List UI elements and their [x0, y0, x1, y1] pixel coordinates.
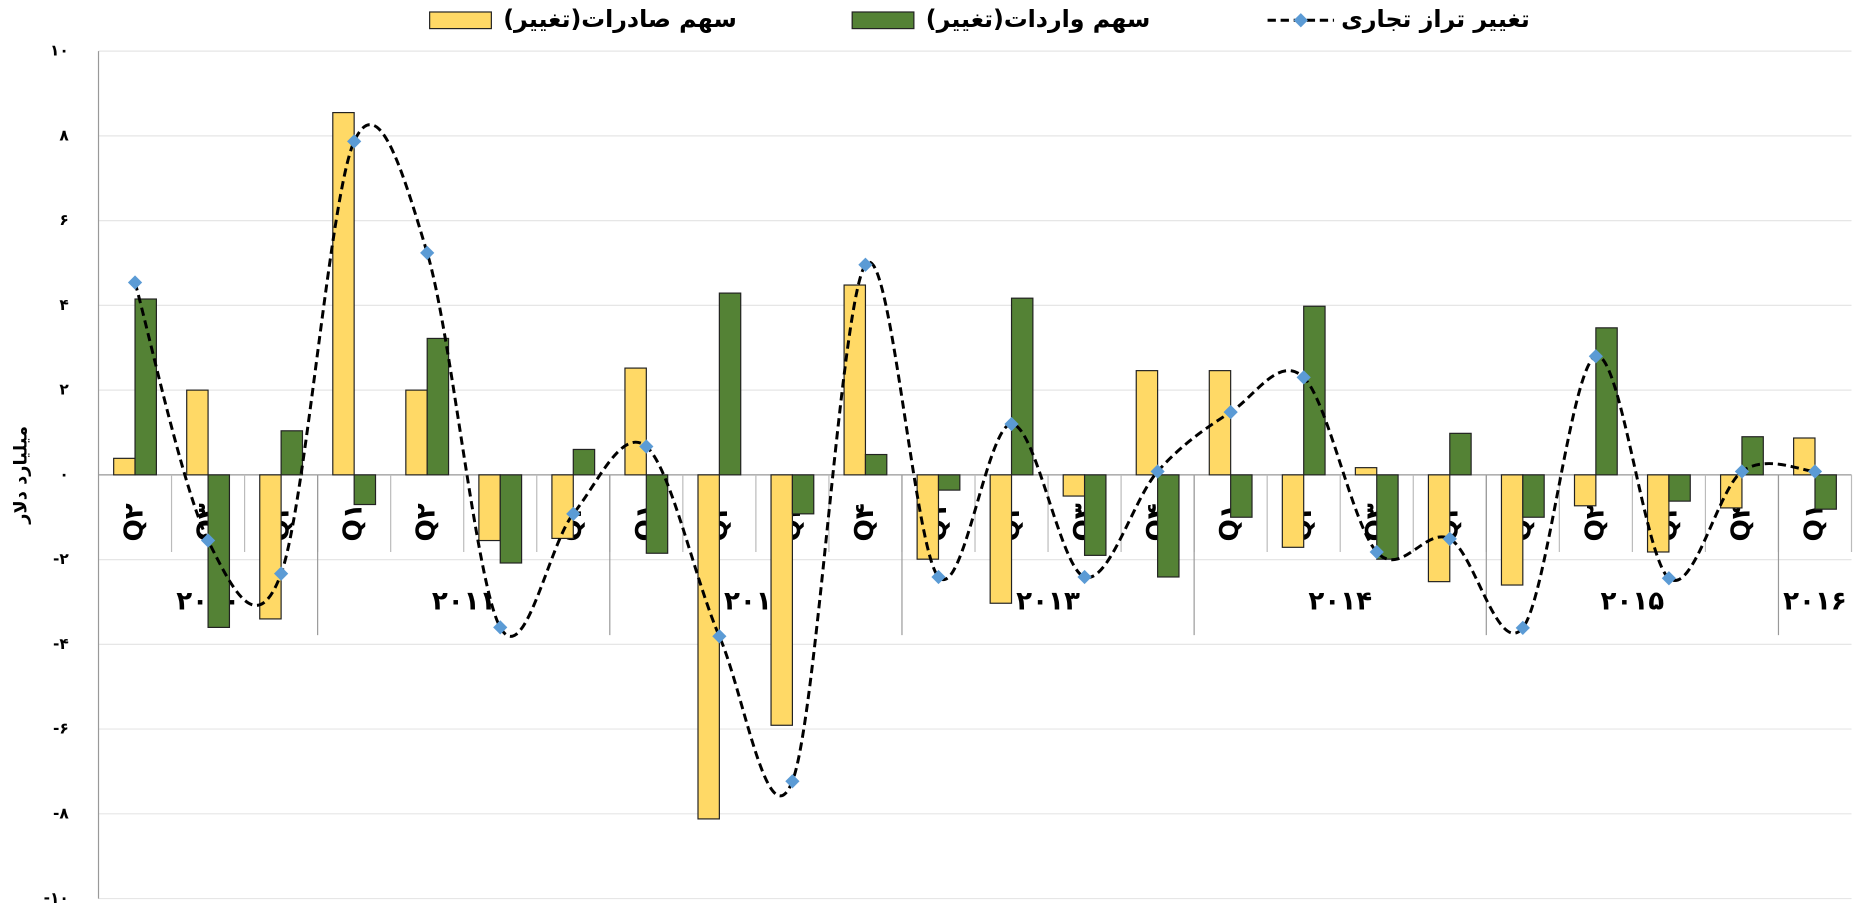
year-label: ۲۰۱۱	[432, 586, 496, 616]
x-tick-label: Q۲	[1580, 503, 1610, 541]
bar	[1376, 474, 1399, 560]
y-tick-label: -۱۰	[44, 889, 69, 907]
bar	[1595, 327, 1618, 476]
bar	[134, 298, 157, 476]
x-tick-label: Q۴	[850, 503, 880, 541]
bar	[1793, 437, 1816, 476]
marker	[1223, 405, 1238, 420]
legend-marker	[1293, 13, 1308, 28]
bar	[426, 337, 450, 476]
y-tick-label: ۸	[59, 126, 69, 144]
marker	[1515, 620, 1530, 635]
bar	[1522, 474, 1545, 518]
bar	[572, 448, 596, 476]
marker	[1442, 531, 1457, 546]
marker	[858, 257, 873, 272]
bar	[1281, 474, 1305, 548]
bar	[207, 474, 231, 628]
marker	[1807, 464, 1823, 479]
bar	[916, 474, 940, 560]
bar	[697, 474, 720, 820]
bar	[551, 474, 574, 540]
x-tick-label: Q۲	[120, 503, 150, 541]
bar	[864, 453, 888, 476]
y-axis-title: میلیارد دلار	[10, 426, 31, 525]
x-tick-label: Q۴	[1726, 503, 1756, 541]
year-label: ۲۰۱۶	[1783, 586, 1847, 616]
bar	[1719, 474, 1743, 509]
marker	[200, 533, 216, 548]
year-label: ۲۰۱۴	[1308, 586, 1372, 616]
bar	[405, 389, 428, 476]
bar	[1814, 474, 1837, 510]
y-tick-label: -۶	[53, 720, 69, 738]
bar	[113, 457, 136, 476]
bar	[624, 367, 647, 476]
marker	[785, 774, 800, 789]
y-tick-label: ۰	[59, 465, 68, 483]
y-tick-label: ۲	[59, 381, 69, 399]
bar	[645, 474, 669, 554]
legend-swatch	[429, 11, 492, 30]
y-tick-label: -۸	[53, 804, 69, 822]
bar	[1354, 467, 1378, 476]
bar	[791, 474, 815, 515]
marker	[127, 275, 143, 290]
bar	[332, 111, 355, 476]
marker	[347, 134, 362, 149]
bar	[1427, 474, 1451, 583]
bar	[718, 292, 742, 476]
marker	[931, 569, 946, 585]
marker	[1588, 349, 1603, 364]
bar	[1449, 432, 1472, 476]
bar	[478, 474, 501, 542]
bar	[1668, 474, 1691, 502]
bar	[937, 474, 961, 491]
year-label: ۲۰۱۵	[1601, 586, 1665, 616]
legend-label: تغییر تراز تجاری	[1341, 5, 1530, 33]
year-label: ۲۰۱۳	[1016, 586, 1080, 616]
legend-label: سهم واردات(تغییر)	[926, 5, 1151, 33]
y-tick-label: ۱۰	[50, 42, 69, 60]
bar	[353, 474, 377, 506]
bar	[1062, 474, 1086, 497]
legend-swatch	[851, 11, 915, 30]
y-tick-label: -۲	[53, 550, 69, 568]
bar	[1500, 474, 1524, 586]
marker	[639, 439, 654, 454]
legend-label: سهم صادرات(تغییر)	[503, 5, 737, 33]
marker	[1004, 416, 1019, 432]
marker	[1734, 464, 1750, 479]
bar	[1010, 297, 1034, 476]
marker	[712, 629, 727, 644]
bar	[1573, 474, 1597, 507]
marker	[493, 620, 508, 635]
marker	[566, 506, 581, 521]
y-tick-label: ۶	[59, 211, 68, 229]
marker	[420, 245, 435, 260]
bar	[1157, 474, 1180, 578]
bar	[843, 284, 867, 476]
bar	[186, 389, 209, 476]
bar	[1083, 474, 1107, 556]
y-tick-label: -۴	[53, 635, 69, 653]
bar	[280, 430, 304, 476]
marker	[273, 566, 289, 581]
bar	[1135, 370, 1159, 476]
bar	[499, 474, 523, 564]
bar	[1208, 370, 1232, 476]
bar	[1646, 474, 1670, 553]
x-tick-label: Q۲	[412, 503, 442, 541]
x-tick-label: Q۱	[339, 503, 369, 541]
bar	[989, 474, 1013, 604]
bar	[1230, 474, 1253, 518]
bar	[770, 474, 793, 726]
y-tick-label: ۴	[59, 296, 68, 314]
line	[133, 123, 1816, 798]
